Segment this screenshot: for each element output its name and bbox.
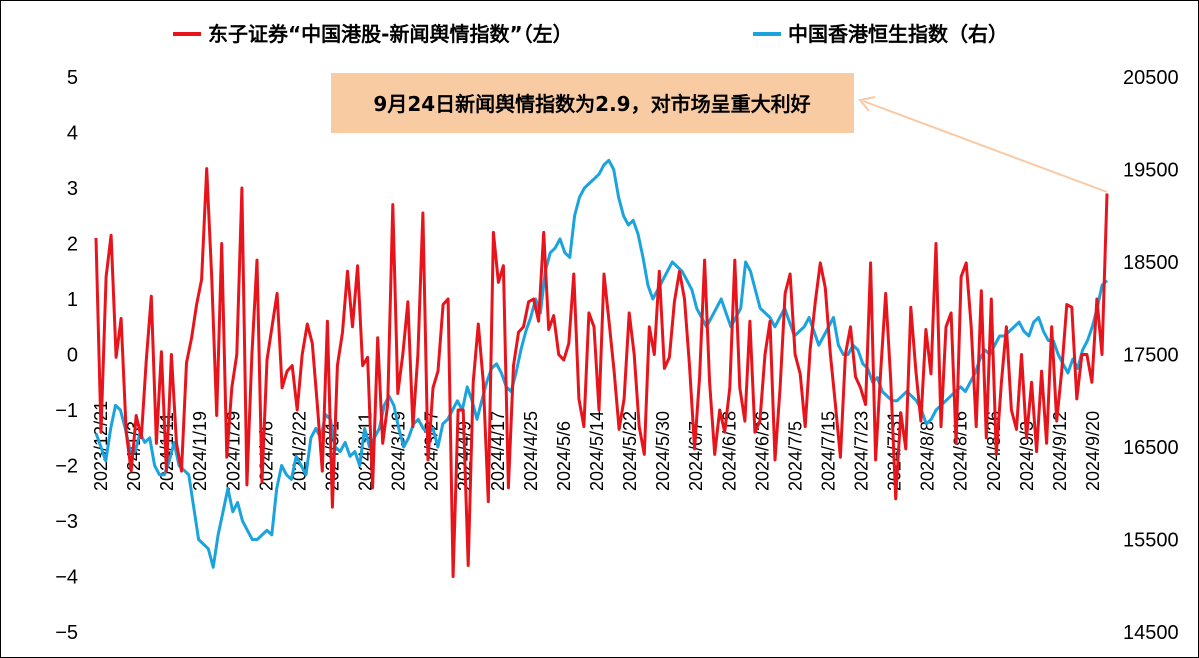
left-tick-label: 4: [67, 123, 78, 145]
annotation-arrow-head: [858, 96, 876, 112]
annotation-box: [331, 73, 854, 133]
right-tick-label: 14500: [1123, 622, 1179, 644]
x-tick-label: 2024/7/15: [818, 411, 838, 491]
left-tick-label: 5: [67, 67, 78, 89]
left-tick-label: −4: [55, 567, 78, 589]
x-tick-label: 2024/8/16: [951, 411, 971, 491]
legend-label-hsi: 中国香港恒生指数（右）: [788, 22, 1008, 46]
annotation-text: 9月24日新闻舆情指数为2.9，对市场呈重大利好: [373, 92, 810, 116]
hang-seng-index-line: [94, 158, 1109, 569]
right-tick-label: 16500: [1123, 437, 1179, 459]
x-tick-label: 2024/8/8: [918, 421, 938, 491]
legend: 东子证券“中国港股-新闻舆情指数”（左） 中国香港恒生指数（右）: [173, 22, 1008, 46]
legend-label-sentiment: 东子证券“中国港股-新闻舆情指数”（左）: [208, 22, 573, 46]
x-tick-label: 2024/5/22: [620, 411, 640, 491]
left-tick-label: 0: [67, 345, 78, 367]
left-axis-ticks: −5 −4 −3 −2 −1 0 1 2 3 4 5: [55, 67, 78, 644]
left-tick-label: −5: [55, 622, 78, 644]
annotation-arrow-line: [862, 100, 1108, 193]
x-tick-label: 2024/1/19: [190, 411, 210, 491]
right-tick-label: 15500: [1123, 530, 1179, 552]
x-tick-label: 2024/6/7: [686, 421, 706, 491]
right-tick-label: 17500: [1123, 345, 1179, 367]
left-tick-label: 3: [67, 178, 78, 200]
annotation: 9月24日新闻舆情指数为2.9，对市场呈重大利好: [331, 73, 1108, 193]
left-tick-label: 1: [67, 289, 78, 311]
sentiment-index-line: [94, 167, 1109, 578]
right-axis-ticks: 14500 15500 16500 17500 18500 19500 20500: [1123, 67, 1179, 644]
x-tick-label: 2024/5/14: [587, 411, 607, 491]
right-tick-label: 20500: [1123, 67, 1179, 89]
x-tick-label: 2024/4/25: [521, 411, 541, 491]
x-tick-label: 2024/5/6: [554, 421, 574, 491]
x-tick-label: 2024/3/19: [389, 411, 409, 491]
x-tick-label: 2024/9/3: [1017, 421, 1037, 491]
x-tick-label: 2024/6/26: [752, 411, 772, 491]
series-layer: [94, 158, 1109, 578]
right-tick-label: 18500: [1123, 252, 1179, 274]
x-tick-label: 2024/7/5: [785, 421, 805, 491]
x-tick-label: 2024/5/30: [653, 411, 673, 491]
left-tick-label: −3: [55, 511, 78, 533]
right-tick-label: 19500: [1123, 160, 1179, 182]
left-tick-label: −1: [55, 400, 78, 422]
x-tick-label: 2024/9/12: [1050, 411, 1070, 491]
x-tick-label: 2024/4/17: [488, 411, 508, 491]
x-axis-ticks: 2023/12/21 2024/1/3 2024/1/11 2024/1/19 2024…: [91, 401, 1103, 491]
left-tick-label: −2: [55, 456, 78, 478]
x-tick-label: 2024/9/20: [1083, 411, 1103, 491]
x-tick-label: 2024/7/23: [852, 411, 872, 491]
left-tick-label: 2: [67, 234, 78, 256]
x-tick-label: 2024/2/6: [256, 421, 276, 491]
